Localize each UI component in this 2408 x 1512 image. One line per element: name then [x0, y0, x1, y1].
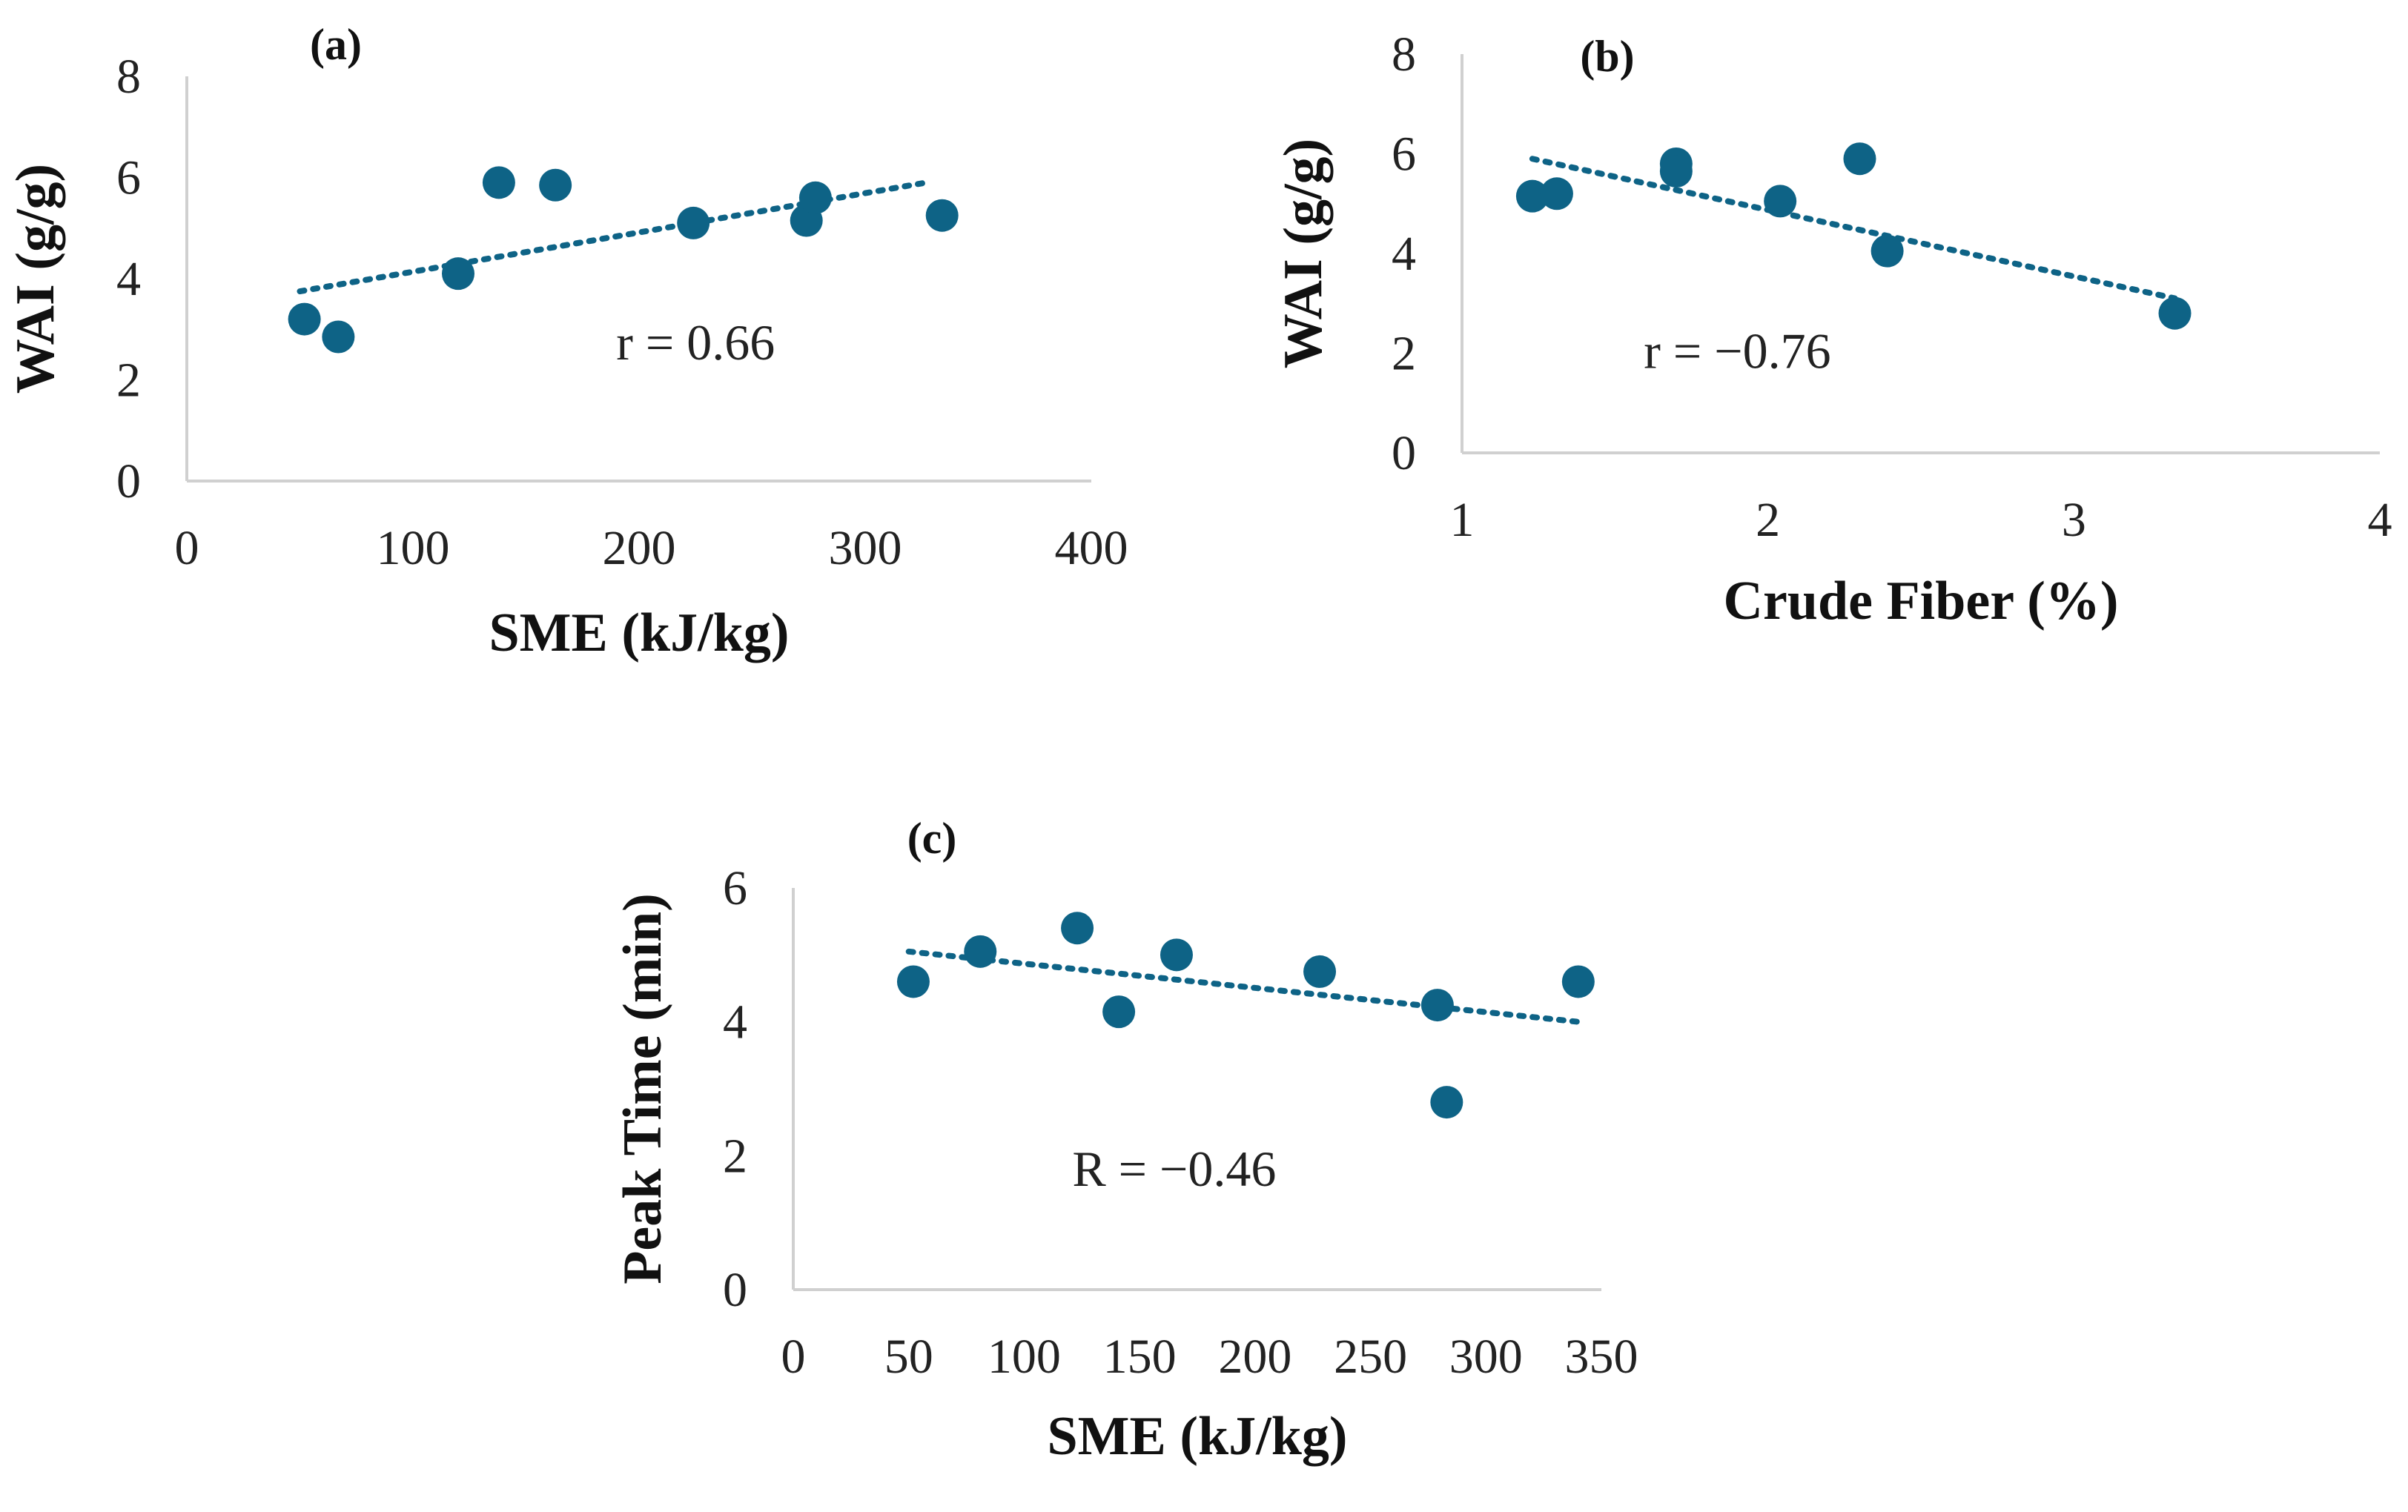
y-tick-label: 0	[116, 454, 141, 508]
panel-a: 0 2 4 6 8 0 100 200 300 400 SME (kJ/kg) WAI (g/g) (a…	[5, 20, 1128, 663]
x-tick-label: 200	[603, 521, 676, 575]
x-tick-label: 300	[829, 521, 902, 575]
data-point	[1061, 912, 1094, 945]
data-point	[482, 166, 515, 199]
y-tick-label: 2	[116, 354, 141, 408]
trendline	[297, 179, 930, 295]
y-tick-label: 6	[723, 861, 747, 915]
x-tick-label: 150	[1103, 1330, 1177, 1384]
trendline	[1529, 156, 2178, 302]
x-tick-label: 250	[1334, 1330, 1407, 1384]
x-tick-label: 0	[781, 1330, 806, 1384]
correlation-annotation: r = 0.66	[616, 314, 775, 371]
data-point	[925, 199, 959, 232]
panel-c: 0 2 4 6 0 50 100 150 200 250 300 350 SME (kJ/kg) Peak…	[612, 814, 1638, 1467]
data-point	[1420, 989, 1454, 1022]
y-axis-title: WAI (g/g)	[1273, 139, 1334, 368]
x-axis-title: Crude Fiber (%)	[1724, 571, 2119, 631]
data-point	[442, 257, 474, 291]
y-tick-label: 6	[1392, 127, 1416, 182]
y-tick-label: 6	[116, 151, 141, 205]
y-tick-label: 4	[116, 252, 141, 306]
data-point	[1764, 185, 1797, 218]
y-tick-label: 2	[723, 1129, 747, 1183]
data-point	[964, 935, 997, 968]
panel-b: 0 2 4 6 8 1 2 3 4 Crude Fiber (%) WAI (g/g) (b) r = …	[1273, 27, 2392, 631]
correlation-annotation: R = −0.46	[1072, 1141, 1276, 1197]
data-point	[539, 168, 572, 202]
data-point	[1843, 142, 1876, 176]
panel-label: (b)	[1580, 32, 1634, 81]
x-tick-label: 200	[1218, 1330, 1291, 1384]
data-point	[1540, 177, 1573, 210]
x-tick-label: 50	[884, 1330, 933, 1384]
x-tick-label: 4	[2368, 493, 2392, 547]
data-point	[288, 302, 321, 336]
data-point	[1515, 179, 1549, 213]
x-tick-label: 0	[175, 521, 199, 575]
panel-label: (a)	[310, 20, 362, 69]
x-tick-label: 350	[1565, 1330, 1638, 1384]
data-point	[1303, 955, 1337, 988]
x-tick-label: 100	[988, 1330, 1061, 1384]
y-tick-label: 0	[1392, 426, 1416, 480]
x-tick-label: 3	[2062, 493, 2086, 547]
y-tick-label: 4	[1392, 227, 1416, 281]
y-tick-label: 8	[1392, 27, 1416, 82]
y-axis-title: WAI (g/g)	[5, 164, 66, 394]
x-tick-label: 1	[1450, 493, 1475, 547]
data-point	[1160, 938, 1193, 972]
y-tick-label: 8	[116, 50, 141, 104]
y-tick-label: 4	[723, 995, 747, 1050]
x-tick-label: 400	[1055, 521, 1128, 575]
y-tick-label: 0	[723, 1263, 747, 1317]
x-tick-label: 300	[1449, 1330, 1523, 1384]
correlation-annotation: r = −0.76	[1644, 323, 1830, 379]
data-point	[677, 206, 710, 239]
x-axis-title: SME (kJ/kg)	[1047, 1406, 1347, 1467]
data-point	[1561, 965, 1595, 998]
data-point	[1870, 234, 1904, 268]
y-axis-title: Peak Time (min)	[612, 893, 673, 1284]
panel-label: (c)	[907, 814, 957, 863]
x-tick-label: 2	[1756, 493, 1780, 547]
trendline	[905, 948, 1581, 1025]
data-point	[322, 320, 355, 354]
data-point	[798, 181, 832, 214]
data-point	[896, 965, 930, 998]
y-tick-label: 2	[1392, 327, 1416, 381]
data-point	[1102, 995, 1136, 1029]
x-tick-label: 100	[377, 521, 450, 575]
data-point	[1659, 155, 1693, 188]
x-axis-title: SME (kJ/kg)	[489, 603, 789, 663]
data-point	[1430, 1086, 1463, 1119]
data-point	[2158, 296, 2192, 330]
